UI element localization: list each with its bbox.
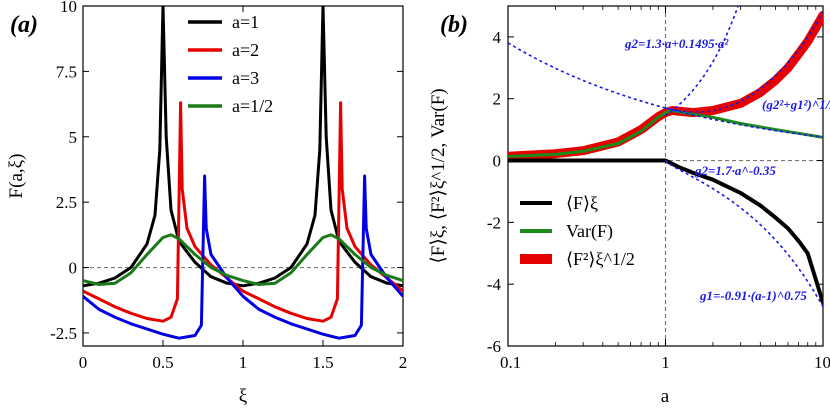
panel-a-ytick-label: 7.5 [56, 62, 77, 81]
panel-b-legend-label: ⟨F⟩ξ [566, 193, 598, 213]
panel-b-fits [508, 6, 823, 308]
panel-a-label: (a) [10, 12, 38, 38]
panel-a-legend-label: a=1/2 [232, 96, 273, 116]
panel-a-xtick-label: 1.5 [312, 353, 333, 372]
panel-b-ylabel: ⟨F⟩ξ, ⟨F²⟩ξ^1/2, Var(F) [428, 88, 449, 263]
panel-a-ylabel: F(a,ξ) [6, 154, 27, 199]
panel-a: 0 0.5 1 1.5 2-2.502.557.510 a=1a=2a=3a=1/2 (… [6, 0, 407, 407]
panel-b-label: (b) [440, 12, 468, 38]
panel-b-xlabel: a [661, 386, 670, 407]
panel-a-legend: a=1 a=2 a=3 a=1/2 [188, 12, 273, 116]
panel-b-ytick-label: 0 [493, 152, 502, 171]
panel-b-fit-label-2: g2=1.7·a^-0.35 [694, 163, 776, 178]
panel-a-series [83, 6, 403, 340]
panel-b-xtick-label: 0.1 [500, 353, 521, 372]
panel-b-legend-label: ⟨F²⟩ξ^1/2 [566, 249, 635, 269]
panel-b-ytick-label: 2 [493, 90, 502, 109]
panel-b-fit-curve-3 [665, 12, 823, 113]
panel-a-xtick-label: 2 [399, 353, 408, 372]
panel-a-series-line-2 [83, 101, 403, 323]
panel-a-ticks: 0 0.5 1 1.5 2-2.502.557.510 [50, 0, 407, 372]
panel-a-series-line-3 [83, 174, 403, 340]
panel-a-xtick-label: 1 [239, 353, 248, 372]
panel-b-xtick-label: 1 [661, 353, 670, 372]
panel-b-legend-label: Var(F) [566, 221, 613, 242]
panel-a-xlabel: ξ [239, 386, 248, 407]
panel-b-ytick-label: -6 [487, 337, 501, 356]
panel-a-series-line-4 [83, 233, 403, 286]
panel-a-xtick-label: 0 [79, 353, 88, 372]
panel-a-ytick-label: 0 [69, 259, 78, 278]
panel-b-ticks: 0.1 1 10 -6 -4 -2 0 2 4 [487, 6, 830, 372]
panel-b-fit-label-4: g1=-0.91·(a-1)^0.75 [699, 288, 807, 303]
panel-b-ytick-label: -2 [487, 213, 501, 232]
panel-b-xtick-label: 10 [814, 353, 830, 372]
panel-a-ytick-label: 10 [60, 0, 77, 16]
panel-b-legend: ⟨F⟩ξ Var(F) ⟨F²⟩ξ^1/2 [520, 193, 635, 269]
panel-a-legend-label: a=1 [232, 12, 259, 32]
panel-b-ytick-label: 4 [493, 28, 502, 47]
panel-b-fit-curve-2 [508, 42, 823, 138]
panel-b-fit-curve-4 [664, 159, 823, 308]
panel-b-fit-label-3: (g2²+g1²)^1/2 [762, 97, 830, 112]
panel-a-ytick-label: -2.5 [50, 324, 77, 343]
panel-a-legend-label: a=3 [232, 68, 259, 88]
panel-a-series-line-1 [83, 6, 403, 288]
panel-b-fit-label-1: g2=1.3·a+0.1495·a² [624, 36, 729, 51]
panel-a-legend-label: a=2 [232, 40, 259, 60]
panel-b-series-line-1 [508, 158, 823, 305]
panel-a-xtick-label: 0.5 [152, 353, 173, 372]
panel-a-ytick-label: 5 [69, 128, 78, 147]
panel-a-ytick-label: 2.5 [56, 193, 77, 212]
panel-b-ytick-label: -4 [487, 275, 502, 294]
